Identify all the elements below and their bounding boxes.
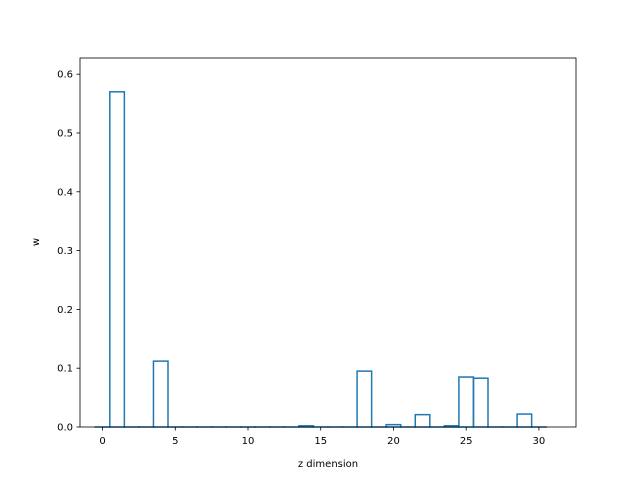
- x-axis-label: z dimension: [298, 459, 358, 470]
- y-tick-label: 0.1: [57, 364, 73, 375]
- x-tick-label: 25: [460, 436, 473, 447]
- x-tick-label: 30: [533, 436, 546, 447]
- plot-frame: [79, 57, 577, 428]
- y-tick-label: 0.0: [57, 423, 73, 434]
- x-tick-label: 0: [99, 436, 105, 447]
- y-axis-label: w: [31, 238, 42, 246]
- y-tick-label: 0.5: [57, 128, 73, 139]
- y-ticks: 0.0 0.1 0.2 0.3 0.4 0.5 0.6: [57, 70, 80, 434]
- x-tick-label: 5: [172, 436, 178, 447]
- x-tick-label: 10: [242, 436, 255, 447]
- x-ticks: 0 5 10 15 20 25 30: [99, 427, 545, 447]
- y-tick-label: 0.6: [57, 70, 73, 81]
- y-tick-label: 0.4: [57, 187, 73, 198]
- x-tick-label: 15: [314, 436, 327, 447]
- x-tick-label: 20: [387, 436, 400, 447]
- y-tick-label: 0.3: [57, 246, 73, 257]
- y-tick-label: 0.2: [57, 305, 73, 316]
- plot-background: [80, 58, 576, 427]
